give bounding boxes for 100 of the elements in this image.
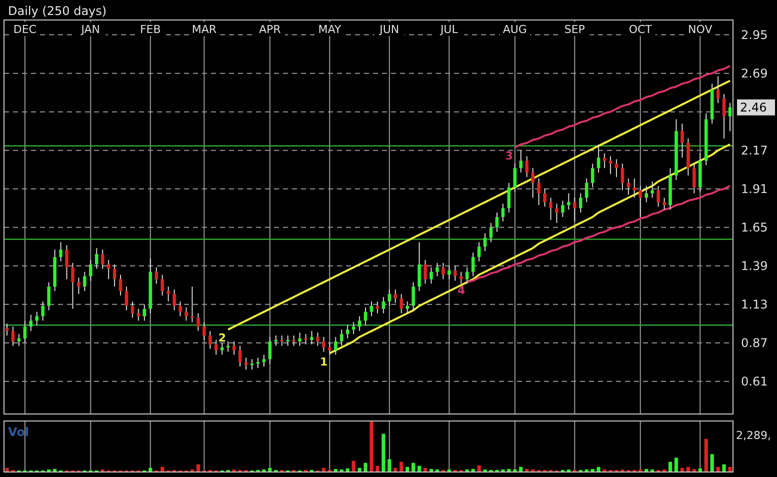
candlestick	[208, 330, 212, 350]
candlestick	[525, 156, 528, 178]
candlestick	[262, 354, 266, 368]
candlestick	[692, 163, 696, 194]
line-series	[466, 184, 732, 284]
candlestick	[47, 282, 50, 311]
candlestick	[340, 329, 344, 346]
candlestick	[71, 262, 74, 310]
bar	[674, 458, 678, 472]
x-tick-label: SEP	[564, 23, 586, 36]
candlestick	[406, 300, 409, 314]
bar	[370, 421, 374, 472]
x-tick-label: APR	[259, 23, 282, 36]
candlestick	[220, 342, 224, 356]
candlestick	[118, 274, 122, 296]
bar	[400, 462, 404, 472]
candlestick	[436, 262, 439, 277]
series-label: 1	[320, 355, 328, 368]
x-tick-label: JUL	[439, 23, 459, 36]
candlestick	[11, 326, 15, 346]
candlestick	[172, 289, 176, 311]
candlestick	[549, 197, 552, 220]
candlestick	[124, 286, 128, 311]
candlestick	[656, 185, 660, 208]
candlestick	[531, 168, 534, 198]
candlestick	[578, 192, 582, 214]
candlestick	[77, 277, 80, 295]
candlestick	[370, 300, 374, 317]
y-tick-label: 2.69	[741, 66, 768, 81]
candlestick	[214, 339, 218, 356]
candlestick	[448, 265, 451, 280]
x-tick-label: NOV	[688, 23, 713, 36]
bar	[358, 468, 362, 472]
bar	[728, 466, 732, 472]
candlestick	[184, 306, 188, 322]
candlestick	[382, 296, 386, 314]
candlestick	[442, 262, 445, 280]
x-tick-label: FEB	[140, 23, 161, 36]
y-tick-label: 2.95	[741, 28, 768, 42]
candlestick	[722, 94, 726, 139]
y-tick-label: 0.61	[741, 374, 768, 389]
candlestick	[537, 178, 540, 206]
line-series	[328, 143, 732, 354]
series-label: 3	[505, 149, 513, 162]
candlestick	[190, 286, 194, 323]
candlestick	[202, 322, 206, 340]
candlestick	[83, 271, 86, 292]
candlestick	[160, 274, 164, 296]
candlestick	[638, 185, 642, 218]
candlestick	[292, 334, 296, 346]
y-tick-label: 1.13	[741, 298, 768, 312]
series-label: 4	[457, 284, 466, 298]
x-tick-label: DEC	[13, 23, 37, 36]
candlestick	[561, 200, 564, 218]
candlestick	[567, 192, 570, 210]
candlestick	[154, 266, 158, 284]
candlestick	[130, 300, 134, 318]
candlestick	[608, 156, 612, 175]
candlestick	[65, 244, 68, 280]
candlestick	[17, 334, 21, 346]
candlestick	[310, 330, 314, 345]
candlestick	[250, 358, 254, 370]
candlestick	[274, 334, 278, 346]
y-tick-label: 1.65	[741, 220, 768, 235]
candlestick	[632, 178, 636, 198]
line-series	[514, 64, 732, 148]
candlestick	[106, 259, 110, 280]
candlestick	[29, 314, 33, 332]
candlestick	[334, 336, 338, 356]
candlestick	[59, 242, 62, 262]
candlestick	[590, 163, 594, 188]
candlestick	[495, 212, 499, 232]
bar	[412, 462, 416, 472]
candlestick	[298, 332, 302, 346]
candlestick	[280, 334, 284, 346]
candlestick	[728, 102, 732, 132]
candlestick	[23, 320, 27, 344]
candlestick	[286, 334, 290, 346]
bar	[668, 462, 672, 472]
x-tick-label: OCT	[628, 23, 652, 36]
candlestick	[483, 232, 487, 252]
bar	[382, 434, 386, 472]
candlestick	[412, 282, 415, 311]
y-tick-label: 1.91	[741, 182, 768, 196]
candlestick	[555, 203, 558, 224]
candlestick	[232, 340, 236, 356]
bar	[710, 454, 714, 472]
candlestick	[100, 249, 104, 270]
text: 2.46	[740, 100, 767, 115]
candlestick	[680, 123, 684, 158]
x-tick-label: MAR	[192, 23, 217, 36]
candlestick	[424, 259, 427, 284]
bar	[5, 468, 9, 472]
bar	[388, 459, 392, 472]
candlestick	[352, 322, 356, 335]
candlestick	[430, 266, 433, 284]
candlestick	[166, 286, 170, 302]
bar	[704, 438, 708, 472]
candlestick	[644, 185, 648, 203]
candlestick	[394, 289, 398, 304]
